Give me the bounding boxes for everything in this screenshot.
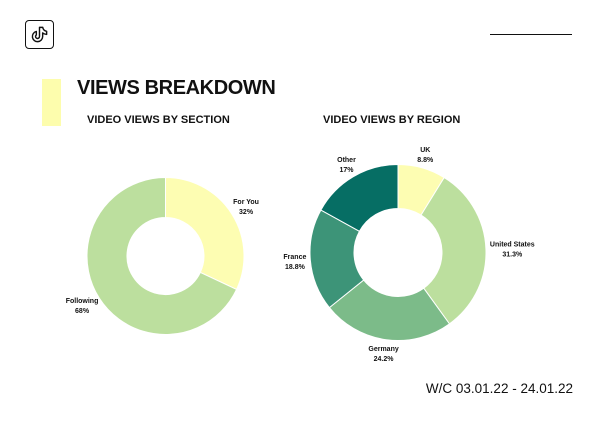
slice-unit: % [387, 356, 394, 363]
tiktok-icon [31, 26, 48, 43]
slice-unit: % [516, 251, 523, 258]
header-divider [490, 34, 572, 35]
slice-name: France [283, 254, 306, 261]
donut-slices [309, 163, 487, 341]
slice-label-uk: UK 8.8% [417, 147, 434, 164]
donut-labels: UK8.8%United States31.3%Germany24.2%Fran… [283, 147, 534, 363]
date-range: W/C 03.01.22 - 24.01.22 [425, 381, 573, 396]
slice-name: UK [420, 147, 430, 154]
slice-following [86, 176, 238, 335]
slice-unit: % [347, 167, 354, 174]
donut-slices [86, 176, 245, 335]
slice-germany [328, 279, 451, 341]
slice-label-germany: Germany 24.2% [368, 346, 398, 363]
donut-chart-section: For You 32% Following 68% [66, 176, 259, 335]
slice-name: United States [490, 241, 535, 248]
slice-unit: % [247, 209, 254, 216]
slice-label-for-you: For You 32% [233, 199, 259, 216]
slice-label-following: Following 68% [66, 298, 99, 315]
slice-percent: 24.2% [374, 356, 395, 363]
donut-chart-region: UK8.8%United States31.3%Germany24.2%Fran… [283, 147, 534, 363]
slice-unit: % [83, 308, 90, 315]
slice-value: 68 [75, 308, 83, 315]
slice-value: 18.8 [285, 264, 299, 271]
chart-title-section: VIDEO VIEWS BY SECTION [87, 114, 230, 126]
slice-unit: % [299, 264, 306, 271]
donut-labels: For You 32% Following 68% [66, 199, 259, 315]
slice-percent: 8.8% [417, 157, 434, 164]
slice-label-france: France 18.8% [283, 254, 306, 271]
slice-percent: 32% [239, 209, 254, 216]
title-accent-bar [42, 79, 61, 126]
slice-value: 8.8 [417, 157, 427, 164]
slice-percent: 18.8% [285, 264, 306, 271]
chart-title-region: VIDEO VIEWS BY REGION [323, 114, 461, 126]
slice-for-you [165, 176, 245, 291]
slice-percent: 17% [339, 167, 354, 174]
slice-percent: 31.3% [502, 251, 523, 258]
slice-percent: 68% [75, 308, 90, 315]
slice-name: Following [66, 298, 99, 305]
slice-value: 24.2 [374, 356, 388, 363]
slice-value: 32 [239, 209, 247, 216]
slice-name: Other [337, 157, 356, 164]
page-title: VIEWS BREAKDOWN [77, 77, 276, 99]
slice-unit: % [427, 157, 434, 164]
slice-value: 31.3 [502, 251, 516, 258]
slice-united-states [420, 176, 487, 325]
slice-value: 17 [339, 167, 347, 174]
logo [25, 20, 54, 49]
slice-name: For You [233, 199, 259, 206]
slice-other [320, 163, 399, 232]
slice-name: Germany [368, 346, 398, 353]
slice-label-united-states: United States 31.3% [490, 241, 535, 258]
slice-label-other: Other 17% [337, 157, 356, 174]
